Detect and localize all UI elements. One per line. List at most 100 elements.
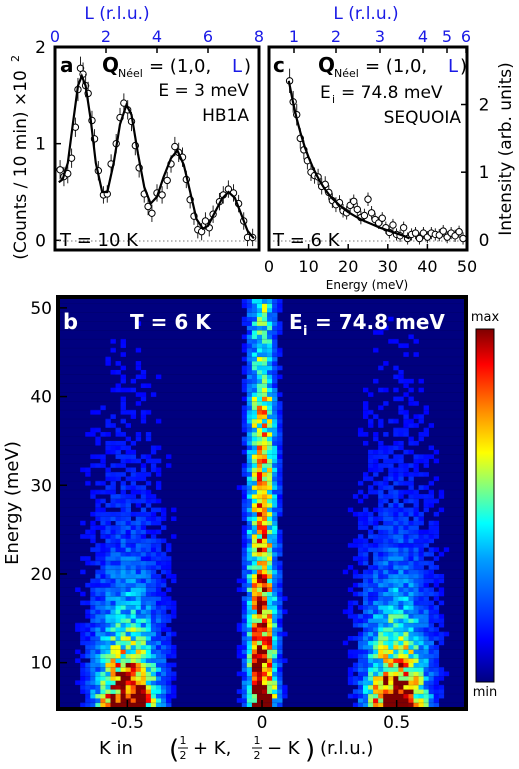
heatmap-cell — [171, 631, 177, 637]
heatmap-cell — [246, 680, 253, 686]
heatmap-cell — [368, 671, 374, 677]
heatmap-cell — [120, 684, 126, 690]
heatmap-cell — [246, 369, 253, 375]
heatmap-cell — [130, 582, 137, 588]
heatmap-cell — [145, 503, 152, 508]
heatmap-cell — [256, 596, 263, 601]
heatmap-cell — [120, 485, 126, 490]
heatmap-cell — [383, 485, 389, 490]
heatmap-cell — [120, 365, 126, 371]
heatmap-cell — [383, 361, 389, 366]
heatmap-cell — [140, 671, 147, 677]
heatmap-cell — [388, 613, 394, 619]
heatmap-cell — [120, 565, 126, 570]
heatmap-cell — [423, 507, 429, 513]
heatmap-cell — [171, 507, 177, 513]
heatmap-cell — [423, 693, 429, 699]
heatmap-cell — [150, 698, 157, 703]
heatmap-cell — [438, 622, 445, 628]
heatmap-cell — [398, 671, 404, 677]
heatmap-cell — [262, 454, 268, 459]
heatmap-cell — [140, 631, 147, 637]
heatmap-cell — [373, 347, 379, 353]
heatmap-cell — [272, 392, 278, 397]
heatmap-cell — [256, 418, 263, 424]
heatmap-cell — [277, 427, 283, 433]
heatmap-cell — [145, 662, 152, 668]
heatmap-cell — [105, 489, 111, 495]
heatmap-cell — [241, 498, 248, 504]
heatmap-cell — [241, 511, 248, 517]
heatmap-cell — [393, 432, 399, 437]
heatmap-cell — [272, 365, 278, 371]
heatmap-cell — [161, 698, 167, 703]
heatmap-cell — [100, 569, 106, 575]
heatmap-cell — [90, 409, 96, 415]
heatmap-cell — [135, 609, 142, 615]
heatmap-scanline — [60, 480, 464, 482]
heatmap-scanline — [60, 498, 464, 500]
heatmap-cell — [251, 378, 258, 384]
heatmap-cell — [262, 684, 268, 690]
heatmap-cell — [408, 534, 414, 539]
heatmap-cell — [277, 458, 283, 464]
heatmap-cell — [256, 702, 263, 707]
heatmap-cell — [246, 494, 253, 499]
heatmap-cell — [251, 627, 258, 632]
heatmap-cell — [413, 693, 419, 699]
heatmap-cell — [110, 494, 116, 499]
heatmap-cell — [393, 516, 399, 522]
heatmap-cell — [398, 591, 404, 597]
heatmap-cell — [241, 551, 248, 557]
heatmap-cell — [398, 503, 404, 508]
heatmap-cell — [267, 463, 273, 468]
heatmap-cell — [423, 591, 429, 597]
heatmap-cell — [246, 667, 253, 672]
heatmap-cell — [115, 636, 121, 641]
heatmap-cell — [393, 396, 399, 402]
panel-a-top-tick-label: 4 — [152, 27, 162, 46]
heatmap-cell — [423, 675, 429, 681]
heatmap-cell — [373, 458, 379, 464]
heatmap-cell — [398, 622, 404, 628]
heatmap-cell — [161, 516, 167, 522]
heatmap-cell — [347, 693, 354, 699]
heatmap-cell — [398, 667, 404, 672]
heatmap-cell — [413, 662, 419, 668]
panel-b-label: b — [63, 310, 78, 334]
heatmap-cell — [267, 622, 273, 628]
heatmap-cell — [246, 440, 253, 446]
heatmap-cell — [262, 409, 268, 415]
heatmap-cell — [105, 631, 111, 637]
heatmap-cell — [272, 631, 278, 637]
heatmap-cell — [120, 401, 126, 406]
heatmap-cell — [428, 653, 434, 659]
heatmap-cell — [277, 596, 283, 601]
heatmap-cell — [403, 671, 409, 677]
heatmap-cell — [90, 627, 96, 632]
heatmap-cell — [277, 485, 283, 490]
heatmap-cell — [438, 636, 445, 641]
heatmap-cell — [272, 361, 278, 366]
heatmap-cell — [120, 538, 126, 544]
heatmap-cell — [251, 702, 258, 707]
heatmap-cell — [105, 423, 111, 428]
heatmap-cell — [110, 498, 116, 504]
heatmap-cell — [251, 405, 258, 411]
heatmap-cell — [277, 321, 283, 326]
heatmap-cell — [423, 631, 429, 637]
heatmap-cell — [408, 578, 414, 584]
heatmap-cell — [140, 698, 147, 703]
heatmap-cell — [277, 471, 283, 477]
heatmap-cell — [267, 454, 273, 459]
heatmap-cell — [388, 476, 394, 482]
heatmap-cell — [241, 613, 248, 619]
heatmap-cell — [373, 600, 379, 606]
heatmap-cell — [408, 689, 414, 694]
heatmap-cell — [408, 547, 414, 553]
heatmap-cell — [90, 622, 96, 628]
heatmap-cell — [403, 520, 409, 526]
heatmap-cell — [140, 693, 147, 699]
heatmap-cell — [155, 374, 162, 380]
heatmap-cell — [241, 494, 248, 499]
